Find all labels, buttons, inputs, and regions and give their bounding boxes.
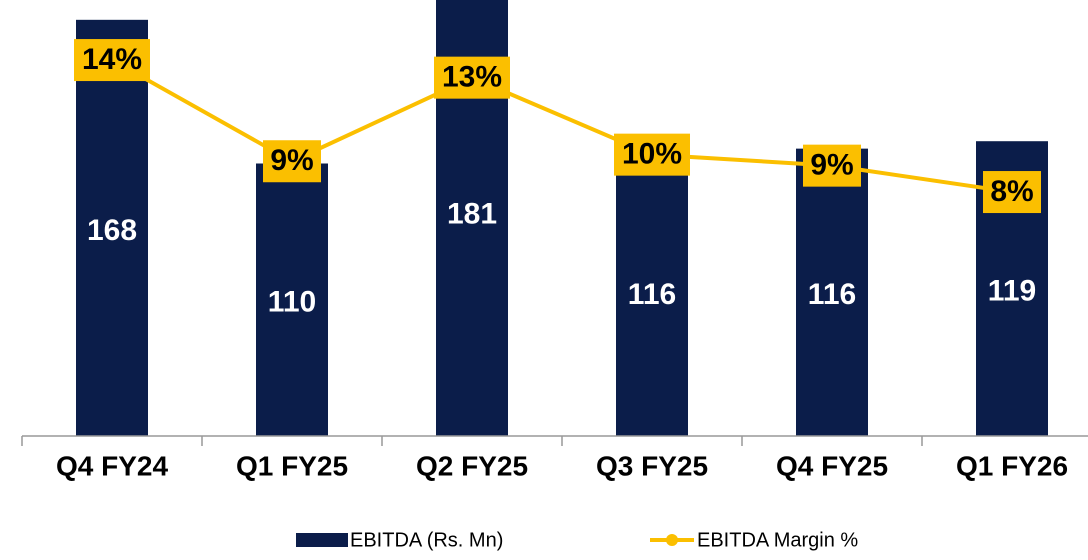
x-tick-label: Q4 FY25 bbox=[776, 450, 888, 481]
legend-swatch bbox=[296, 533, 348, 547]
bar-value-label: 116 bbox=[628, 278, 676, 311]
margin-label-box bbox=[263, 140, 321, 183]
bar-value-label: 181 bbox=[447, 198, 497, 231]
x-tick-label: Q2 FY25 bbox=[416, 450, 528, 481]
margin-label-box bbox=[803, 144, 861, 187]
bar-value-label: 119 bbox=[988, 275, 1036, 308]
x-tick-label: Q1 FY25 bbox=[236, 450, 348, 481]
margin-label-box bbox=[434, 56, 510, 99]
bar-value-label: 110 bbox=[268, 286, 316, 319]
bar-value-label: 116 bbox=[808, 278, 856, 311]
margin-label: 14% bbox=[82, 43, 142, 76]
margin-label-box bbox=[983, 171, 1041, 214]
margin-label: 13% bbox=[442, 61, 502, 94]
margin-label: 10% bbox=[622, 138, 682, 171]
margin-label: 9% bbox=[270, 144, 313, 177]
bar bbox=[796, 148, 868, 437]
margin-label: 8% bbox=[990, 175, 1033, 208]
bar-value-label: 168 bbox=[87, 214, 137, 247]
margin-line bbox=[111, 58, 1013, 195]
legend-label: EBITDA (Rs. Mn) bbox=[350, 529, 503, 551]
margin-label-box bbox=[74, 39, 150, 82]
margin-label-box bbox=[614, 133, 690, 176]
x-tick-label: Q3 FY25 bbox=[596, 450, 708, 481]
x-tick-label: Q4 FY24 bbox=[56, 450, 168, 481]
bar bbox=[616, 148, 688, 437]
margin-label: 9% bbox=[810, 149, 853, 182]
bar bbox=[76, 19, 148, 437]
legend-label: EBITDA Margin % bbox=[697, 529, 858, 551]
legend-dot bbox=[666, 534, 678, 546]
x-tick-label: Q1 FY26 bbox=[956, 450, 1068, 481]
bar bbox=[256, 163, 328, 436]
